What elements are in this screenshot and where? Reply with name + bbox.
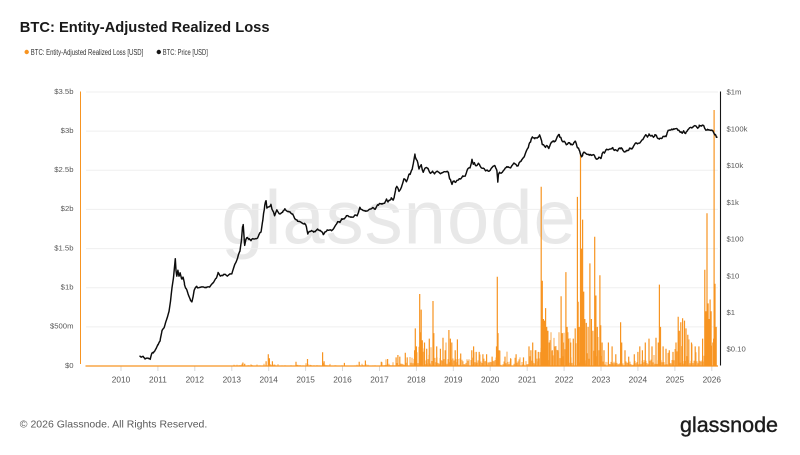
svg-text:2018: 2018 <box>407 374 426 384</box>
svg-text:glassnode: glassnode <box>680 413 778 437</box>
svg-text:2015: 2015 <box>296 374 315 384</box>
svg-text:$0.10: $0.10 <box>727 345 746 354</box>
svg-text:$1: $1 <box>727 308 736 317</box>
svg-text:$1.5b: $1.5b <box>54 243 73 252</box>
svg-text:$500m: $500m <box>50 322 74 331</box>
svg-text:2019: 2019 <box>444 374 463 384</box>
svg-text:2013: 2013 <box>223 374 242 384</box>
svg-text:$10k: $10k <box>727 161 744 170</box>
svg-text:$100: $100 <box>727 235 744 244</box>
svg-text:2010: 2010 <box>112 374 131 384</box>
svg-text:$1m: $1m <box>727 88 742 97</box>
svg-text:$3.5b: $3.5b <box>54 87 73 96</box>
svg-text:2025: 2025 <box>666 374 685 384</box>
svg-text:$1b: $1b <box>61 283 74 292</box>
svg-text:2023: 2023 <box>592 374 611 384</box>
svg-text:$10: $10 <box>727 271 740 280</box>
svg-text:2012: 2012 <box>186 374 205 384</box>
svg-text:$3b: $3b <box>61 126 74 135</box>
svg-text:BTC: Price [USD]: BTC: Price [USD] <box>163 48 208 57</box>
svg-text:$100k: $100k <box>727 124 748 133</box>
svg-text:$2.5b: $2.5b <box>54 165 73 174</box>
svg-text:2022: 2022 <box>555 374 574 384</box>
svg-text:2026: 2026 <box>703 374 722 384</box>
svg-text:$2b: $2b <box>61 204 74 213</box>
svg-text:glassnode: glassnode <box>221 176 577 261</box>
svg-text:2011: 2011 <box>149 374 167 384</box>
svg-text:BTC: Entity-Adjusted Realized: BTC: Entity-Adjusted Realized Loss [USD] <box>31 48 144 57</box>
svg-text:2024: 2024 <box>629 374 648 384</box>
svg-text:BTC: Entity-Adjusted Realized: BTC: Entity-Adjusted Realized Loss <box>20 20 270 36</box>
svg-text:2017: 2017 <box>370 374 389 384</box>
svg-text:$0: $0 <box>65 361 74 370</box>
svg-text:2020: 2020 <box>481 374 500 384</box>
svg-text:© 2026 Glassnode. All Rights R: © 2026 Glassnode. All Rights Reserved. <box>20 419 208 431</box>
svg-text:2014: 2014 <box>259 374 278 384</box>
svg-text:$1k: $1k <box>727 198 740 207</box>
svg-text:2016: 2016 <box>333 374 352 384</box>
svg-text:2021: 2021 <box>518 374 537 384</box>
